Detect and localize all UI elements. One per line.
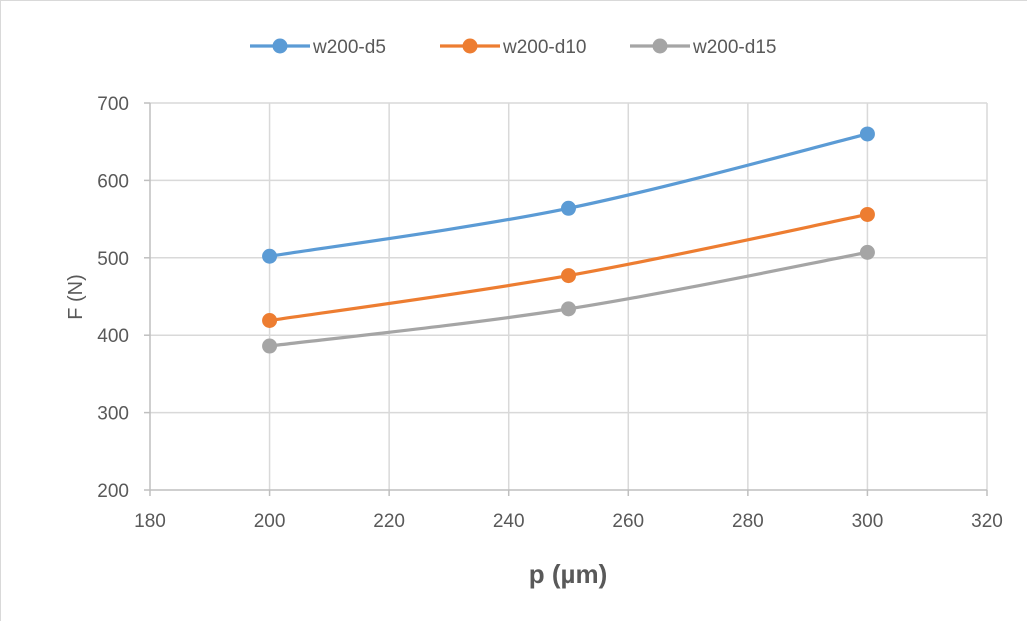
x-tick-label: 240 [493,511,525,532]
data-point-w200-d10 [262,312,278,328]
series-line-w200-d15 [267,250,870,348]
x-tick-label: 200 [254,511,286,532]
y-tick-label: 300 [97,404,129,425]
data-point-w200-d15 [262,338,278,354]
axes: 180 200 220 240 260 280 300 3202003004005006007… [97,94,1003,532]
legend-label-w200-d15: w200-d15 [692,37,776,58]
data-point-w200-d5 [859,126,875,142]
x-tick-label: 220 [373,511,405,532]
x-tick-label: 300 [852,511,884,532]
legend-marker-w200-d15 [652,38,668,54]
x-tick-label: 320 [971,511,1003,532]
x-axis-title: p (µm) [529,559,608,589]
series-line-w200-d5 [267,132,870,258]
legend-label-w200-d5: w200-d5 [312,37,386,58]
y-tick-label: 500 [97,249,129,270]
gridlines [150,102,988,490]
data-point-w200-d5 [561,200,576,216]
y-tick-label: 200 [97,481,129,502]
legend-marker-w200-d10 [462,38,478,54]
y-tick-label: 600 [97,171,129,192]
y-axis-title: F (N) [65,274,87,320]
legend-label-w200-d10: w200-d10 [502,37,586,58]
legend-marker-w200-d5 [272,38,288,54]
data-point-w200-d15 [859,244,875,260]
y-tick-label: 700 [97,94,129,115]
data-point-w200-d10 [859,206,875,222]
x-tick-label: 260 [612,511,644,532]
data-point-w200-d10 [561,268,576,284]
y-tick-label: 400 [97,326,129,347]
data-point-w200-d5 [262,248,278,264]
x-tick-label: 280 [732,511,764,532]
series-markers [262,126,875,354]
data-point-w200-d15 [561,301,576,317]
legend: w200-d5 w200-d10 w200-d15 [250,37,776,58]
x-tick-label: 180 [134,511,166,532]
